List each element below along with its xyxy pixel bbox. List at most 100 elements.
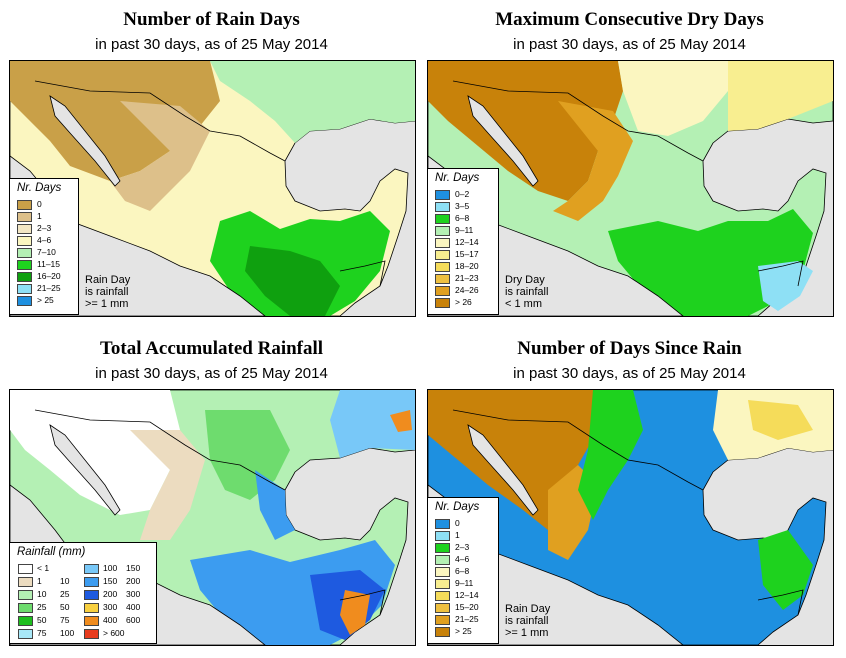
- legend-swatch: [17, 284, 32, 294]
- legend-label: 1: [37, 211, 42, 221]
- legend-swatch: [435, 298, 450, 308]
- zone-darkgreen: [245, 246, 340, 316]
- guatemala-border: [339, 589, 386, 616]
- map-days-since-rain[interactable]: [427, 389, 834, 646]
- panel-total-rainfall: Total Accumulated Rainfall in past 30 da…: [0, 329, 423, 658]
- subtitle-date: 25 May 2014: [659, 365, 746, 382]
- note-line: Rain Day: [505, 603, 551, 615]
- legend-range-high: 100: [60, 628, 75, 638]
- legend-swatch: [435, 286, 450, 296]
- zone-beige: [130, 430, 205, 540]
- legend-range-low: 10: [37, 589, 47, 599]
- legend-swatch: [84, 577, 99, 587]
- legend-swatch: [435, 603, 450, 613]
- subtitle-prefix: in past 30 days, as of: [95, 365, 237, 382]
- legend-swatch: [435, 190, 450, 200]
- legend-label: 4–6: [455, 554, 470, 564]
- legend-label: 0–2: [455, 189, 470, 199]
- zone-south-green: [758, 530, 813, 610]
- legend-label: 21–25: [37, 283, 61, 293]
- legend-title: Nr. Days: [435, 501, 480, 513]
- panel-days-since-rain: Number of Days Since Rain in past 30 day…: [418, 329, 841, 658]
- legend-swatch: [17, 212, 32, 222]
- legend-swatch: [18, 603, 33, 613]
- legend-label: 15–20: [455, 602, 479, 612]
- legend-range-low: 400: [103, 615, 118, 625]
- zone-brown: [10, 61, 220, 181]
- panel-subtitle: in past 30 days, as of 25 May 2014: [0, 365, 423, 383]
- legend-swatch: [435, 579, 450, 589]
- legend-swatch: [17, 236, 32, 246]
- legend-range-low: 200: [103, 589, 118, 599]
- panel-rain-days: Number of Rain Days in past 30 days, as …: [0, 0, 423, 329]
- legend-swatch: [435, 262, 450, 272]
- legend-title: Rainfall (mm): [17, 546, 86, 558]
- zone-orange: [428, 61, 623, 201]
- legend-swatch: [435, 567, 450, 577]
- panel-title: Number of Rain Days: [123, 9, 300, 30]
- legend-range-high: 200: [126, 576, 141, 586]
- legend-label: 2–3: [37, 223, 52, 233]
- note-line: >= 1 mm: [505, 627, 549, 639]
- legend-label: > 25: [455, 626, 472, 636]
- subtitle-prefix: in past 30 days, as of: [513, 36, 655, 53]
- legend-range-low: 100: [103, 563, 118, 573]
- subtitle-date: 25 May 2014: [659, 36, 746, 53]
- legend-label: 21–25: [455, 614, 479, 624]
- legend-swatch: [435, 226, 450, 236]
- legend-range-low: 75: [37, 628, 47, 638]
- panel-title: Total Accumulated Rainfall: [99, 338, 324, 359]
- legend-swatch: [18, 577, 33, 587]
- legend-range-low: < 1: [37, 563, 50, 573]
- legend-range-low: 150: [103, 576, 118, 586]
- legend-range-high: 150: [126, 563, 141, 573]
- legend-label: 12–14: [455, 237, 479, 247]
- legend-label: > 26: [455, 297, 472, 307]
- zone-blue-coast: [255, 470, 295, 540]
- legend-label: 21–23: [455, 273, 479, 283]
- note-line: Rain Day: [85, 274, 131, 286]
- note-line: < 1 mm: [505, 298, 542, 310]
- legend-swatch: [17, 260, 32, 270]
- us-mexico-border: [34, 80, 286, 162]
- legend-swatch: [18, 616, 33, 626]
- legend: Nr. Days 0 1 2–3 4–6 6–8 9–11 12–14 15–20 21–25 >…: [427, 497, 499, 644]
- definition-note: Rain Day is rainfall >= 1 mm: [85, 274, 130, 310]
- legend-range-high: 400: [126, 602, 141, 612]
- legend-swatch: [17, 296, 32, 306]
- legend-swatch: [435, 531, 450, 541]
- legend-label: 3–5: [455, 201, 470, 211]
- us-mexico-border: [452, 409, 704, 491]
- legend-swatch: [18, 629, 33, 639]
- legend-label: 1: [455, 530, 460, 540]
- map-canvas: [428, 390, 833, 645]
- zone-paleyellow: [728, 61, 833, 131]
- legend-swatch: [84, 616, 99, 626]
- legend-swatch: [84, 590, 99, 600]
- us-mexico-border: [452, 80, 704, 162]
- guatemala-border: [339, 260, 386, 287]
- panel-subtitle: in past 30 days, as of 25 May 2014: [418, 36, 841, 54]
- legend-swatch: [17, 224, 32, 234]
- legend-swatch: [435, 238, 450, 248]
- subtitle-date: 25 May 2014: [241, 36, 328, 53]
- definition-note: Dry Day is rainfall < 1 mm: [505, 274, 548, 310]
- subtitle-date: 25 May 2014: [241, 365, 328, 382]
- legend-range-high: 25: [60, 589, 70, 599]
- legend: Nr. Days 0 1 2–3 4–6 7–10 11–15 16–20 21–25 > 25: [9, 178, 79, 315]
- legend: Rainfall (mm) < 1 1 10 10 25 25 50 50 75 75 100 100…: [9, 542, 157, 644]
- panel-title: Number of Days Since Rain: [517, 338, 742, 359]
- legend-swatch: [435, 202, 450, 212]
- legend-label: 6–8: [455, 213, 470, 223]
- legend-label: 0: [455, 518, 460, 528]
- legend-label: 4–6: [37, 235, 52, 245]
- panel-title: Maximum Consecutive Dry Days: [495, 9, 764, 30]
- legend-swatch: [84, 629, 99, 639]
- gulf-california: [49, 95, 121, 187]
- zone-lightgreen: [210, 61, 415, 143]
- note-line: Dry Day: [505, 274, 545, 286]
- zone-tan: [110, 101, 210, 211]
- legend-range-low: 1: [37, 576, 42, 586]
- legend-label: 11–15: [37, 259, 61, 269]
- guatemala-border: [757, 260, 804, 287]
